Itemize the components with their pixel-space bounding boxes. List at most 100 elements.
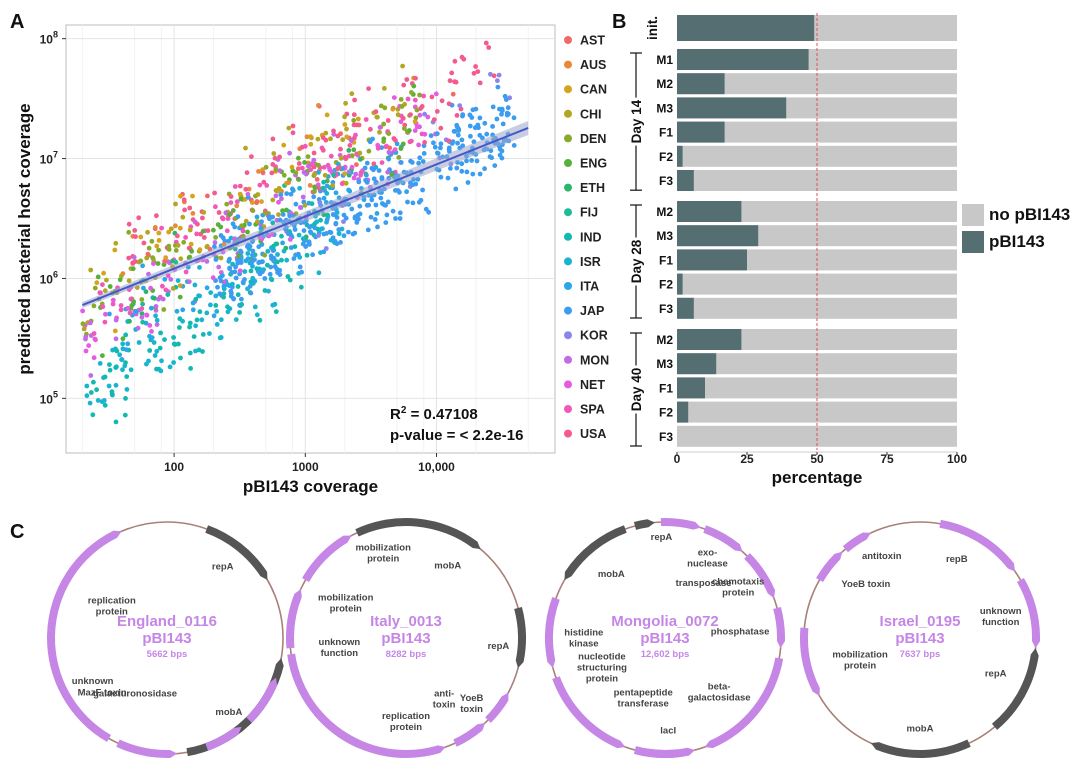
scatter-point-kor [341, 219, 346, 225]
legend-swatch-den [564, 134, 572, 143]
scatter-point-jap [288, 245, 294, 251]
scatter-point-jap [450, 139, 456, 145]
scatter-point-isr [245, 286, 250, 292]
scatter-point-spa [194, 231, 200, 237]
scatter-point-spa [118, 307, 124, 313]
scatter-point-can [188, 241, 194, 247]
scatter-point-usa [452, 58, 458, 64]
scatter-point-can [412, 119, 418, 124]
scatter-point-jap [368, 214, 374, 220]
scatter-point-jap [426, 209, 432, 215]
scatter-point-ind [123, 360, 128, 365]
scatter-point-usa [200, 215, 205, 221]
scatter-point-jap [455, 140, 460, 146]
scatter-point-ind [172, 342, 178, 347]
scatter-point-can [390, 106, 396, 112]
bar-no-pbi143 [677, 145, 957, 167]
gene-arrow [552, 676, 626, 749]
scatter-point-jap [421, 151, 427, 156]
legend-label-ind: IND [580, 230, 602, 244]
gene-arrow [800, 627, 820, 696]
scatter-point-jap [286, 231, 291, 237]
scatter-point-jap [267, 271, 273, 277]
day-label-background [628, 97, 644, 146]
scatter-point-jap [511, 115, 517, 121]
scatter-point-den [378, 103, 384, 109]
scatter-point-net [148, 285, 154, 291]
scatter-point-usa [449, 70, 455, 76]
row-label-f2: F2 [659, 150, 673, 164]
scatter-point-den [386, 131, 392, 137]
scatter-point-eng [351, 147, 357, 153]
scatter-point-ita [341, 233, 347, 239]
scatter-point-isr [213, 293, 219, 299]
scatter-point-ind [102, 402, 108, 408]
scatter-point-jap [373, 202, 379, 208]
scatter-point-den [293, 170, 299, 176]
scatter-point-den [351, 118, 357, 123]
scatter-point-spa [234, 199, 240, 205]
plasmid-id: pBI143 [142, 630, 191, 647]
scatter-point-jap [287, 213, 293, 219]
gene-label: mobA [434, 561, 461, 572]
gene-arrow [287, 653, 367, 749]
plasmid-name: England_0116 [117, 613, 217, 630]
scatter-point-can [154, 243, 160, 249]
scatter-point-jap [260, 259, 265, 265]
y-tick-base: 10 [40, 33, 54, 47]
scatter-point-den [381, 121, 387, 127]
scatter-point-den [149, 238, 155, 244]
scatter-point-den [126, 229, 132, 235]
bar-pbi143 [677, 401, 689, 423]
bar-pbi143 [677, 273, 683, 295]
scatter-point-net [103, 311, 108, 317]
scatter-point-usa [335, 133, 341, 139]
scatter-point-chi [170, 286, 176, 291]
gene-arrow [116, 739, 178, 758]
scatter-point-can [166, 229, 172, 235]
scatter-point-den [316, 162, 321, 168]
gene-arrow [514, 606, 527, 669]
scatter-point-usa [244, 170, 250, 176]
scatter-point-ind [91, 379, 96, 385]
scatter-point-jap [454, 165, 460, 171]
scatter-point-ind [177, 325, 182, 330]
scatter-point-jap [499, 111, 504, 117]
scatter-point-mon [212, 240, 218, 245]
gene-arrow [816, 551, 843, 582]
scatter-point-can [344, 134, 350, 140]
scatter-point-isr [250, 275, 256, 281]
scatter-point-usa [491, 73, 497, 79]
scatter-point-eng [389, 172, 395, 178]
scatter-point-ind [113, 419, 119, 425]
scatter-point-can [112, 247, 118, 253]
gene-label: protein [722, 587, 754, 598]
scatter-point-eng [302, 160, 307, 165]
gene-label: mobA [598, 569, 625, 580]
gene-label: repA [651, 532, 673, 543]
scatter-point-aus [316, 103, 321, 108]
scatter-point-chi [343, 180, 349, 186]
scatter-point-ita [266, 288, 271, 294]
scatter-point-ind [265, 262, 270, 268]
scatter-point-chi [323, 130, 329, 136]
scatter-point-jap [277, 217, 283, 223]
gene-arrow [286, 588, 302, 649]
scatter-point-isr [117, 352, 123, 358]
scatter-point-spa [405, 96, 411, 102]
legend-swatch-can [564, 85, 572, 94]
scatter-point-net [83, 348, 89, 354]
scatter-point-ind [269, 277, 275, 283]
scatter-point-net [91, 355, 97, 361]
scatter-point-net [80, 308, 85, 314]
scatter-point-jap [363, 177, 368, 183]
scatter-point-ind [124, 374, 130, 379]
scatter-point-eth [139, 311, 145, 316]
scatter-point-usa [182, 207, 188, 213]
scatter-point-isr [128, 367, 134, 373]
scatter-point-jap [352, 214, 358, 220]
scatter-point-ind [90, 412, 96, 418]
scatter-point-aus [234, 203, 240, 209]
scatter-point-jap [397, 210, 403, 216]
